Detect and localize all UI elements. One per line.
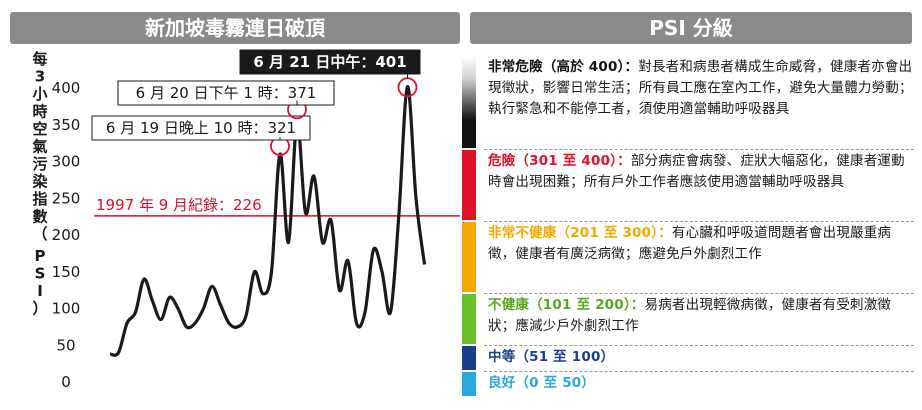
category-separator (484, 221, 914, 222)
category-head: 非常危險（高於 400）： (488, 59, 639, 75)
y-tick-label: 100 (52, 300, 81, 318)
category-head: 中等（51 至 100） (488, 349, 615, 365)
category-very-unhealthy: 非常不健康（201 至 300）：有心臟和呼吸道問題者會出現嚴重病徵，健康者有廣… (488, 223, 914, 265)
category-good: 良好（0 至 50） (488, 373, 914, 394)
legend-title: PSI 分級 (470, 12, 912, 44)
category-hazardous: 非常危險（高於 400）：對長者和病患者構成生命威脅，健康者亦會出現徵狀，影響日… (488, 57, 914, 120)
y-tick-label: 150 (52, 263, 81, 281)
y-axis-label-char: 每 (32, 50, 47, 68)
category-desc: 部分病症會病發、症狀大幅惡化，健康者運動時會出現困難；所有戶外工作者應該使用適當… (488, 153, 905, 190)
y-axis-label-char: 時 (32, 103, 47, 121)
y-axis-label-char: 小 (32, 85, 47, 103)
y-axis-label-char: ） (32, 300, 47, 318)
band-unhealthy (462, 294, 476, 344)
y-axis-label-char: 氣 (32, 138, 47, 156)
y-axis-label-char: 污 (32, 155, 47, 173)
band-good (462, 372, 476, 396)
annotation-box (91, 115, 311, 141)
band-moderate (462, 346, 476, 370)
category-separator (484, 345, 914, 346)
category-desc: 易病者出現輕微病徵，健康者有受刺激徵狀；應減少戶外劇烈工作 (488, 297, 892, 334)
category-desc: 對長者和病患者構成生命威脅，健康者亦會出現徵狀，影響日常生活；所有員工應在室內工… (488, 59, 913, 117)
y-axis-label-char: 染 (31, 173, 48, 191)
annotation-label: 6 月 20 日下午 1 時：371 (136, 84, 317, 102)
y-axis-label-char: 空 (32, 120, 47, 138)
category-desc: 有心臟和呼吸道問題者會出現嚴重病徵，健康者有廣泛病徵；應避免戶外劇烈工作 (488, 225, 892, 262)
annotation-box (117, 80, 335, 106)
y-axis-label-char: 數 (32, 208, 47, 226)
y-axis-label-char: 指 (32, 190, 47, 208)
annotation-box (239, 49, 421, 75)
reference-line-label: 1997 年 9 月紀錄：226 (96, 196, 262, 214)
category-unhealthy: 不健康（101 至 200）：易病者出現輕微病徵，健康者有受刺激徵狀；應減少戶外… (488, 295, 914, 337)
psi-series-line (109, 84, 427, 357)
y-tick-label: 300 (52, 153, 81, 171)
band-very-dangerous (462, 150, 476, 220)
category-head: 非常不健康（201 至 300）： (488, 225, 672, 241)
category-head: 危險（301 至 400）： (488, 153, 631, 169)
y-axis-label-char: I (37, 282, 43, 300)
y-axis-label-char: （ (32, 225, 47, 243)
y-tick-label: 0 (61, 373, 71, 391)
category-separator (484, 293, 914, 294)
y-axis-label-char: 3 (35, 68, 45, 86)
y-axis-label-char: P (35, 247, 46, 265)
chart-title: 新加坡毒霧連日破頂 (10, 12, 460, 44)
y-tick-label: 50 (56, 336, 75, 354)
band-very-unhealthy (462, 222, 476, 292)
y-tick-label: 250 (52, 189, 81, 207)
y-axis-ticks: 0 50 100 150 200 250 300 350 400 (52, 79, 81, 391)
annotations: 6 月 19 日晚上 10 時：321 6 月 20 日下午 1 時：371 6 月… (91, 49, 421, 156)
category-moderate: 中等（51 至 100） (488, 347, 914, 368)
category-very-dangerous: 危險（301 至 400）：部分病症會病發、症狀大幅惡化，健康者運動時會出現困難… (488, 151, 914, 193)
category-head: 不健康（101 至 200）： (488, 297, 645, 313)
y-axis-label-char: S (35, 265, 46, 283)
category-head: 良好（0 至 50） (488, 375, 596, 391)
annotation-label: 6 月 19 日晚上 10 時：321 (106, 119, 296, 137)
category-separator (484, 371, 914, 372)
y-tick-label: 400 (52, 79, 81, 97)
psi-legend: 非常危險（高於 400）：對長者和病患者構成生命威脅，健康者亦會出現徵狀，影響日… (462, 56, 914, 396)
series-group (109, 84, 427, 357)
band-hazardous (462, 56, 476, 148)
category-separator (484, 149, 914, 150)
y-tick-label: 350 (52, 116, 81, 134)
y-tick-label: 200 (52, 226, 81, 244)
annotation-label: 6 月 21 日中午：401 (253, 53, 406, 71)
